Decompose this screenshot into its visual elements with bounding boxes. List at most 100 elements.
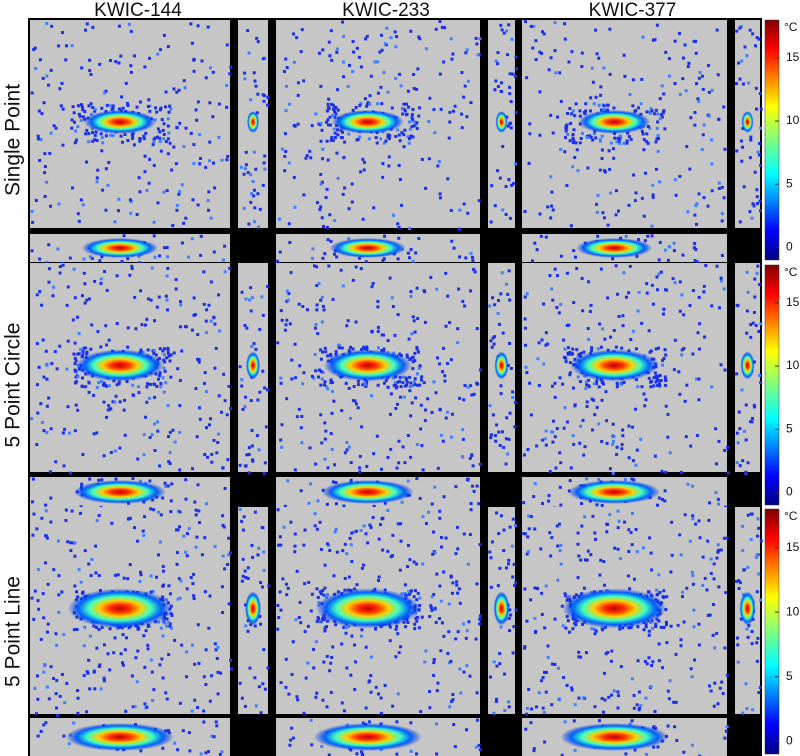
speckle [503, 672, 507, 676]
speckle [589, 553, 593, 557]
speckle [427, 510, 431, 514]
speckle [567, 60, 571, 64]
speckle [451, 581, 455, 585]
speckle [504, 185, 508, 189]
speckle [548, 274, 552, 278]
speckle [674, 700, 678, 704]
speckle [156, 420, 160, 424]
speckle [79, 348, 83, 352]
speckle [755, 195, 759, 199]
speckle [602, 216, 606, 220]
speckle [67, 742, 71, 746]
speckle [678, 280, 682, 284]
speckle [627, 291, 631, 295]
speckle [672, 241, 676, 245]
speckle [589, 303, 593, 307]
speckle [495, 664, 499, 668]
speckle [328, 123, 332, 127]
speckle [600, 148, 604, 152]
speckle [100, 478, 104, 482]
speckle [567, 595, 571, 599]
speckle [452, 246, 456, 250]
speckle [677, 31, 681, 35]
speckle [577, 353, 581, 357]
speckle [705, 588, 709, 592]
speckle [525, 619, 529, 623]
speckle [113, 220, 117, 224]
speckle [283, 154, 287, 158]
speckle [582, 110, 586, 114]
speckle [454, 637, 458, 641]
speckle [465, 664, 469, 668]
speckle [642, 214, 646, 218]
speckle [613, 136, 617, 140]
speckle [714, 427, 718, 431]
speckle [352, 50, 356, 54]
speckle [415, 443, 419, 447]
speckle [148, 157, 152, 161]
speckle [92, 669, 96, 673]
hot-spot [493, 591, 510, 626]
speckle [169, 107, 173, 111]
speckle [137, 176, 141, 180]
speckle [261, 313, 265, 317]
speckle [738, 77, 742, 81]
speckle [203, 536, 207, 540]
speckle [197, 521, 201, 525]
speckle [354, 106, 358, 110]
speckle [592, 398, 596, 402]
speckle [398, 376, 402, 380]
speckle [77, 112, 81, 116]
speckle [175, 203, 179, 207]
speckle [635, 254, 639, 258]
speckle [209, 66, 213, 70]
speckle [657, 659, 661, 663]
speckle [52, 568, 56, 572]
speckle [72, 120, 76, 124]
speckle [337, 343, 341, 347]
speckle [381, 162, 385, 166]
speckle [383, 683, 387, 687]
speckle [653, 709, 657, 713]
speckle [307, 580, 311, 584]
speckle [695, 202, 699, 206]
speckle [451, 109, 455, 113]
speckle [586, 326, 590, 330]
speckle [469, 502, 473, 506]
speckle [499, 23, 503, 27]
speckle [329, 239, 333, 243]
speckle [544, 690, 548, 694]
speckle [73, 356, 77, 360]
speckle [31, 477, 35, 481]
speckle [43, 664, 47, 668]
speckle [617, 137, 621, 141]
speckle [618, 557, 622, 561]
speckle [55, 679, 59, 683]
speckle [326, 106, 330, 110]
speckle [641, 132, 645, 136]
speckle [394, 134, 398, 138]
speckle [441, 439, 445, 443]
speckle [388, 133, 392, 137]
speckle [436, 466, 440, 470]
speckle [551, 298, 555, 302]
speckle [54, 460, 58, 464]
speckle [685, 145, 689, 149]
speckle [405, 112, 409, 116]
speckle [634, 347, 638, 351]
speckle [608, 72, 612, 76]
speckle [88, 687, 92, 691]
speckle [707, 501, 711, 505]
speckle [533, 586, 537, 590]
speckle [693, 111, 697, 115]
speckle [754, 86, 758, 90]
speckle [595, 379, 599, 383]
speckle [62, 464, 66, 468]
speckle [145, 188, 149, 192]
speckle [82, 644, 86, 648]
speckle [253, 676, 257, 680]
speckle [593, 531, 597, 535]
speckle [153, 255, 157, 259]
speckle [258, 390, 262, 394]
speckle [113, 449, 117, 453]
